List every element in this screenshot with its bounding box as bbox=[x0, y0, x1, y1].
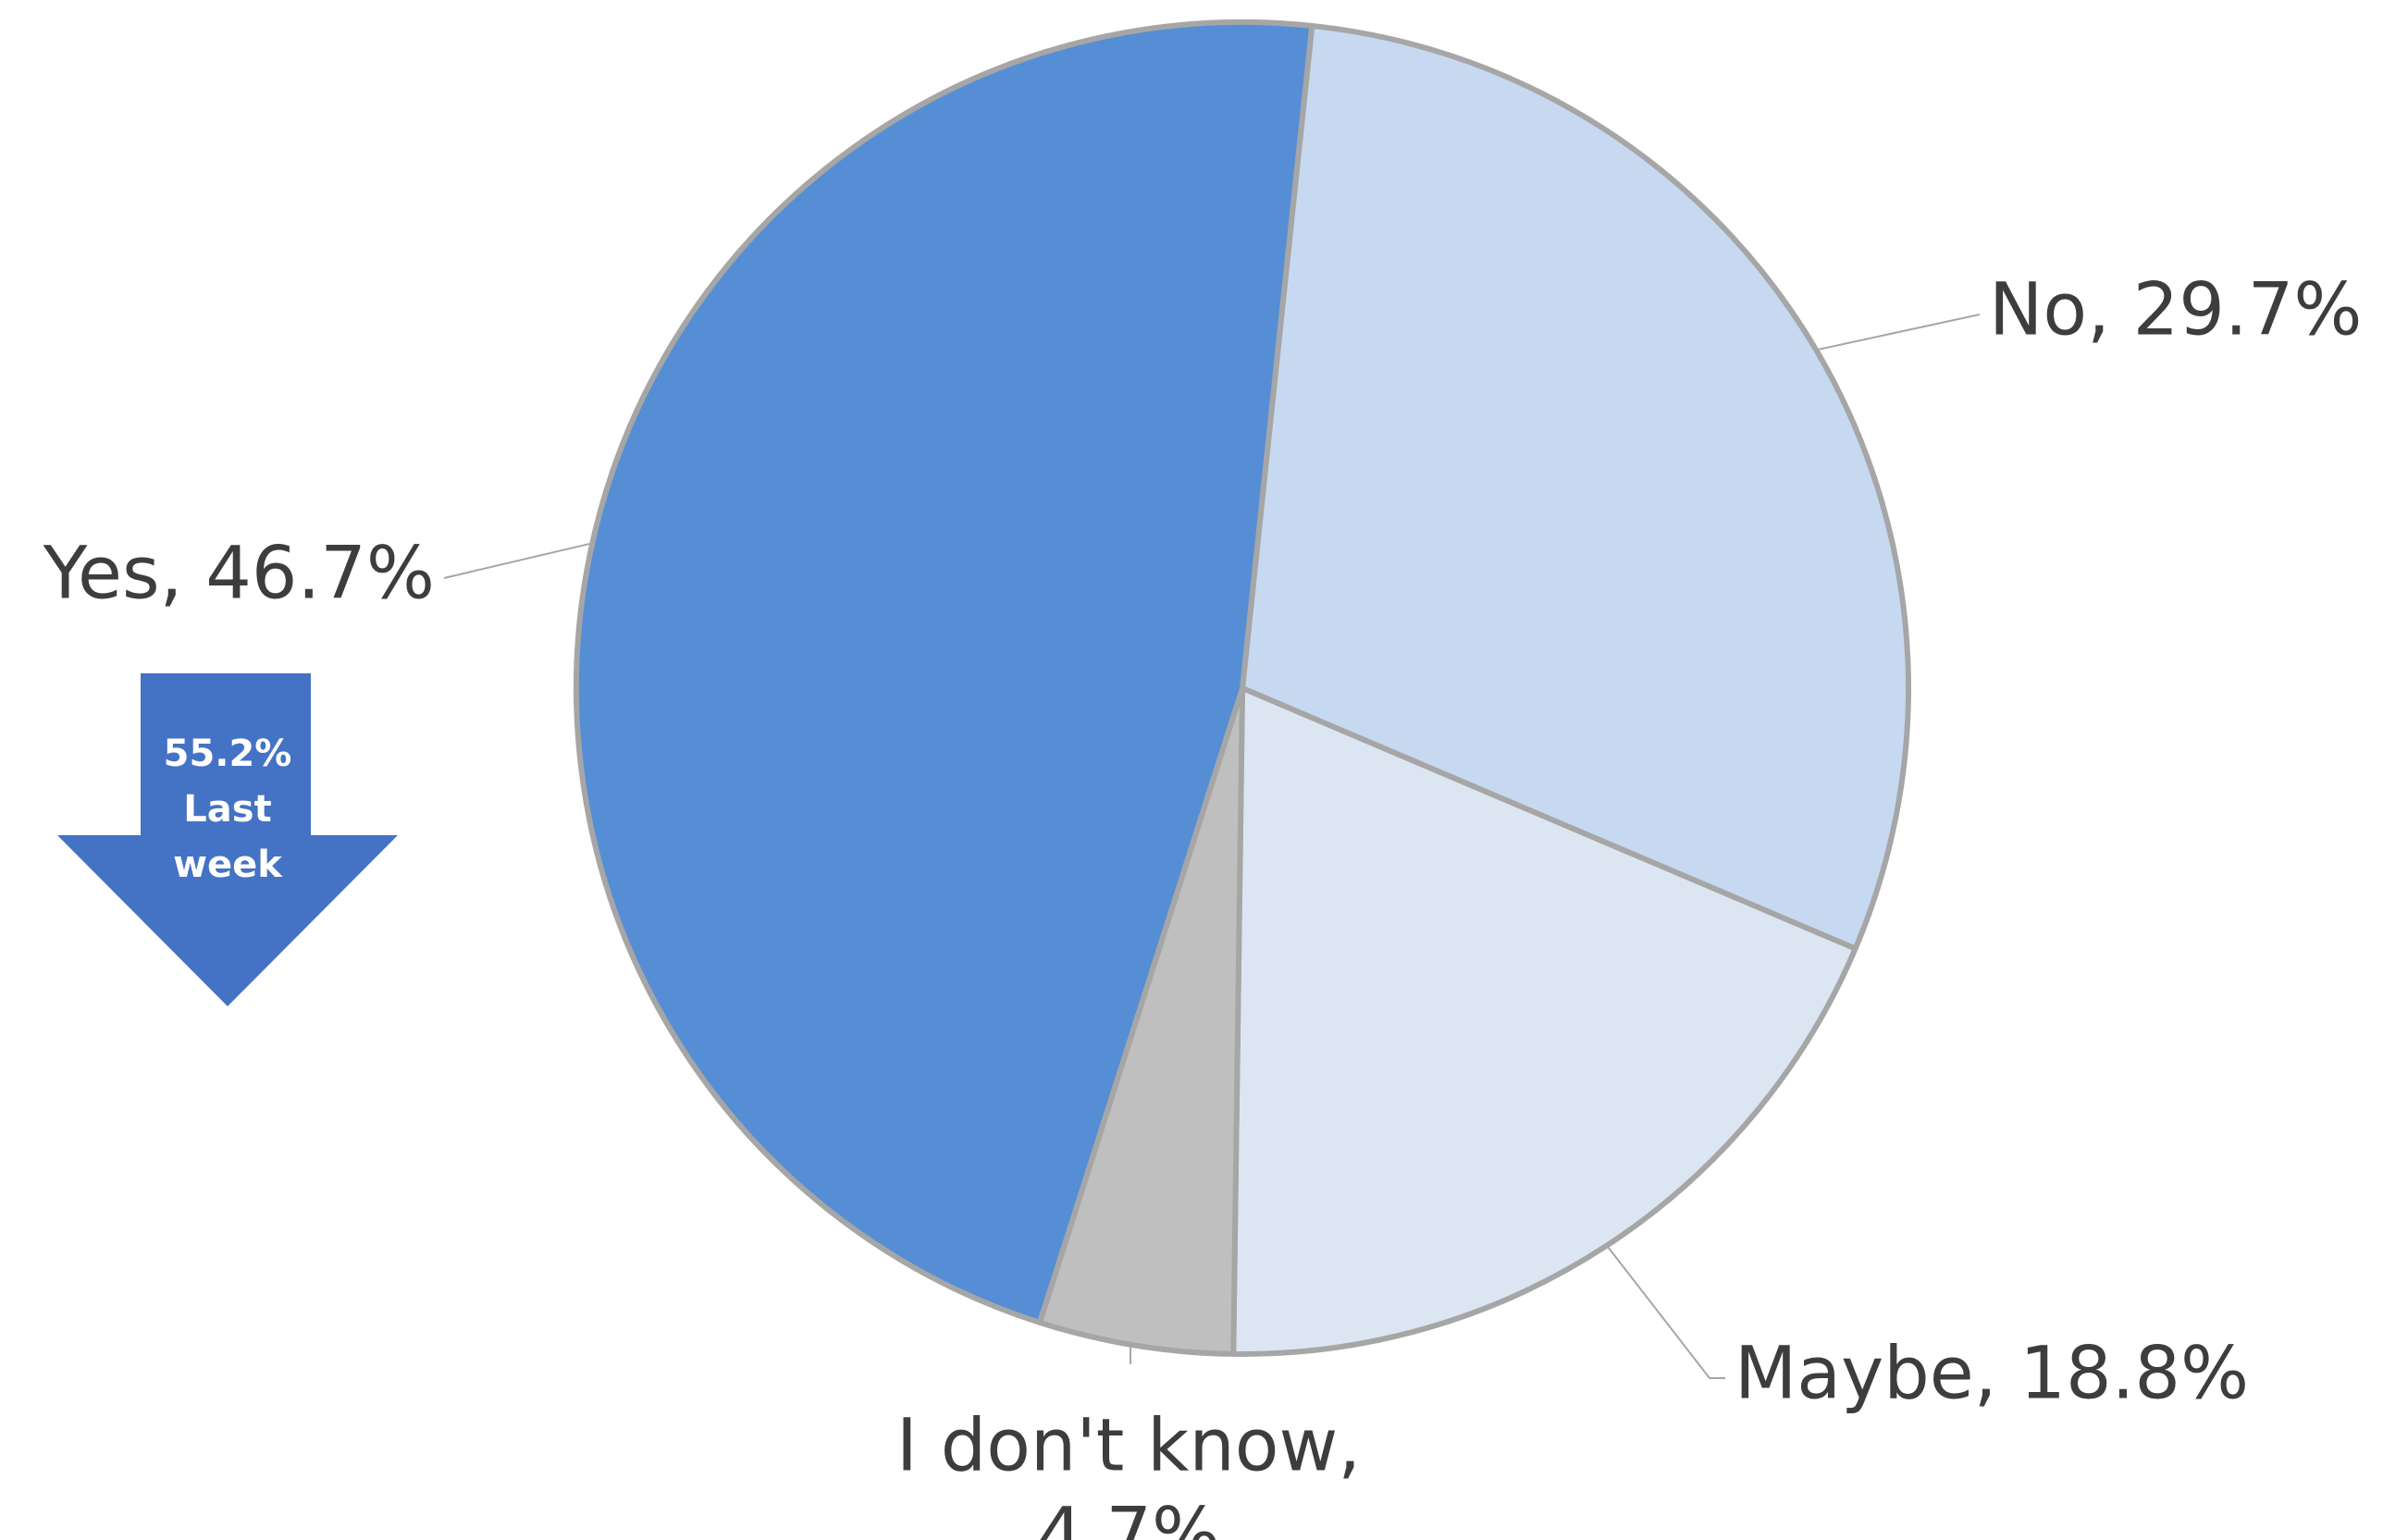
last-week-callout: 55.2% Last week bbox=[57, 673, 398, 1006]
data-label-no: No, 29.7% bbox=[1989, 268, 2362, 351]
leader-line-no bbox=[1817, 314, 1981, 351]
pie-slice-no bbox=[1240, 22, 1911, 952]
data-label-maybe: Maybe, 18.8% bbox=[1735, 1332, 2249, 1415]
leader-lines bbox=[443, 314, 1981, 1379]
leader-line-maybe bbox=[1607, 1246, 1725, 1379]
leader-line-yes bbox=[443, 543, 590, 579]
data-label-i-don-t-know-line-1: I don't know, bbox=[896, 1404, 1361, 1487]
data-label-i-don-t-know-line-2: 4.7% bbox=[1037, 1493, 1220, 1540]
callout-line-last: Last bbox=[183, 788, 271, 831]
callout-line-week: week bbox=[173, 844, 283, 886]
pie-slice-yes bbox=[574, 19, 1315, 1325]
callout-line-value: 55.2% bbox=[164, 733, 292, 775]
pie-slice-maybe bbox=[1230, 685, 1858, 1357]
pie-slices bbox=[574, 19, 1911, 1357]
data-label-yes: Yes, 46.7% bbox=[43, 532, 435, 615]
data-labels: Yes, 46.7% No, 29.7% Maybe, 18.8% I don't k… bbox=[43, 268, 2363, 1540]
down-arrow-icon bbox=[57, 673, 398, 1006]
